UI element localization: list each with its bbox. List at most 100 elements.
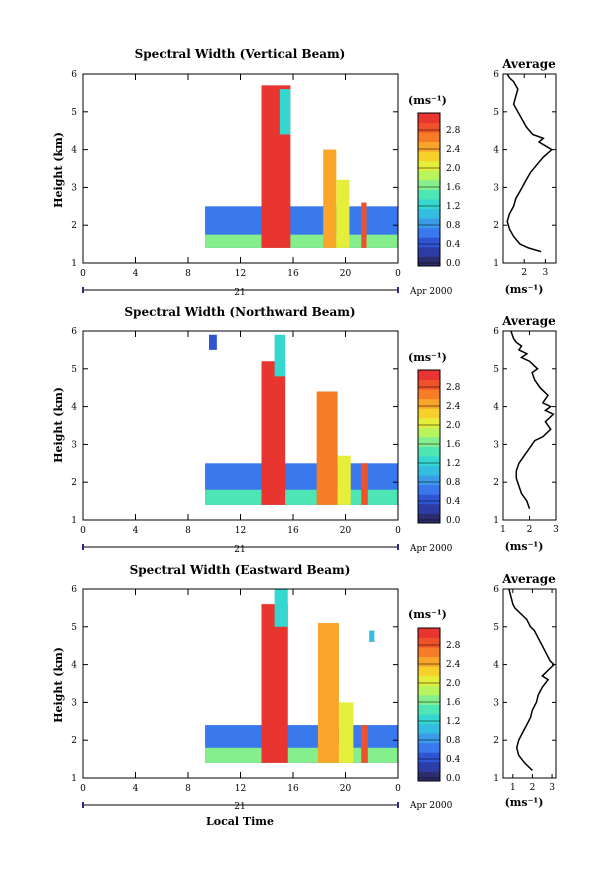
colorbar-swatch xyxy=(418,628,440,638)
average-frame xyxy=(502,588,557,779)
x-tick-label: 20 xyxy=(340,784,352,794)
average-y-tick-label: 5 xyxy=(493,365,499,375)
heatmap-cell xyxy=(274,334,286,377)
x-tick-label: 0 xyxy=(395,784,401,794)
colorbar-tick-label: 1.2 xyxy=(446,717,460,727)
colorbar-swatch xyxy=(418,742,440,753)
x-tick-label: 20 xyxy=(340,526,352,536)
average-x-tick-label: 3 xyxy=(553,525,559,535)
colorbar-label: (ms⁻¹) xyxy=(408,94,447,107)
x-tick-label: 12 xyxy=(235,526,246,536)
average-title: Average xyxy=(501,57,556,71)
colorbar-label: (ms⁻¹) xyxy=(408,608,447,621)
colorbar-swatch xyxy=(418,199,440,210)
y-tick-label: 3 xyxy=(71,440,77,450)
y-axis-label: Height (km) xyxy=(52,647,65,723)
colorbar-swatch xyxy=(418,704,440,715)
average-frame xyxy=(502,73,557,264)
heatmap-cell xyxy=(336,179,350,248)
colorbar-tick-label: 0.4 xyxy=(446,755,461,765)
colorbar-swatch xyxy=(418,151,440,162)
heatmap-cell xyxy=(338,702,354,763)
average-x-tick-label: 2 xyxy=(521,268,527,278)
colorbar-tick-label: 2.0 xyxy=(446,679,461,689)
colorbar-tick-label: 1.2 xyxy=(446,202,460,212)
date-suffix: Apr 2000 xyxy=(409,544,453,554)
colorbar-swatch xyxy=(418,132,440,143)
x-tick-label: 16 xyxy=(287,269,299,279)
colorbar-swatch xyxy=(418,141,440,152)
x-tick-label: 0 xyxy=(395,269,401,279)
heatmap-cell xyxy=(361,463,368,505)
date-suffix: Apr 2000 xyxy=(409,801,453,811)
colorbar-swatch xyxy=(418,398,440,409)
heatmap-cell xyxy=(209,334,217,350)
heatmap-cell xyxy=(261,361,286,505)
y-axis-label: Height (km) xyxy=(52,132,65,208)
average-y-tick-label: 3 xyxy=(493,183,499,193)
colorbar-swatch xyxy=(418,685,440,696)
heatmap-cell xyxy=(205,234,398,248)
colorbar-swatch xyxy=(418,475,440,486)
colorbar-tick-label: 0.0 xyxy=(446,259,461,269)
x-tick-label: 16 xyxy=(287,526,299,536)
colorbar-swatch xyxy=(418,218,440,229)
average-x-tick-label: 1 xyxy=(500,525,506,535)
average-y-tick-label: 3 xyxy=(493,698,499,708)
y-tick-label: 6 xyxy=(71,585,77,595)
colorbar-swatch xyxy=(418,733,440,744)
colorbar-swatch xyxy=(418,723,440,734)
y-tick-label: 5 xyxy=(71,365,77,375)
colorbar-tick-label: 0.4 xyxy=(446,240,461,250)
colorbar-swatch xyxy=(418,761,440,772)
y-tick-label: 2 xyxy=(71,221,77,231)
average-y-tick-label: 4 xyxy=(493,146,499,156)
colorbar-tick-label: 2.8 xyxy=(446,126,461,136)
colorbar-swatch xyxy=(418,637,440,648)
colorbar-swatch xyxy=(418,446,440,457)
colorbar-tick-label: 2.0 xyxy=(446,421,461,431)
average-y-tick-label: 1 xyxy=(493,259,499,269)
y-tick-label: 6 xyxy=(71,70,77,80)
x-tick-label: 0 xyxy=(80,784,86,794)
y-tick-label: 6 xyxy=(71,327,77,337)
heatmap-cell xyxy=(323,149,337,248)
colorbar-tick-label: 2.8 xyxy=(446,383,461,393)
average-x-tick-label: 3 xyxy=(549,783,555,793)
colorbar-swatch xyxy=(418,494,440,505)
colorbar-swatch xyxy=(418,122,440,133)
panel-title: Spectral Width (Eastward Beam) xyxy=(130,563,351,577)
average-y-tick-label: 1 xyxy=(493,774,499,784)
colorbar-tick-label: 0.0 xyxy=(446,774,461,784)
colorbar-swatch xyxy=(418,465,440,476)
colorbar-swatch xyxy=(418,370,440,380)
colorbar-tick-label: 1.6 xyxy=(446,440,461,450)
colorbar-swatch xyxy=(418,417,440,428)
colorbar-frame xyxy=(417,627,441,782)
colorbar-swatch xyxy=(418,113,440,123)
y-tick-label: 3 xyxy=(71,183,77,193)
colorbar-swatch xyxy=(418,179,440,190)
colorbar-swatch xyxy=(418,714,440,725)
colorbar-label: (ms⁻¹) xyxy=(408,351,447,364)
colorbar-tick-label: 0.0 xyxy=(446,516,461,526)
x-axis-title: Local Time xyxy=(206,815,274,828)
x-tick-label: 20 xyxy=(340,269,352,279)
x-tick-label: 0 xyxy=(395,526,401,536)
average-xlabel: (ms⁻¹) xyxy=(505,540,544,553)
average-y-tick-label: 2 xyxy=(493,221,499,231)
colorbar-swatch xyxy=(418,379,440,390)
x-tick-label: 16 xyxy=(287,784,299,794)
panel-eastward: Spectral Width (Eastward Beam) Height (k… xyxy=(52,563,557,812)
average-title: Average xyxy=(501,314,556,328)
y-tick-label: 2 xyxy=(71,736,77,746)
average-xlabel: (ms⁻¹) xyxy=(505,796,544,809)
colorbar-swatch xyxy=(418,208,440,219)
colorbar-swatch xyxy=(418,771,440,782)
colorbar-swatch xyxy=(418,456,440,467)
average-y-tick-label: 4 xyxy=(493,403,499,413)
heatmap-cell xyxy=(205,489,398,505)
date-label: 21 xyxy=(234,288,245,298)
